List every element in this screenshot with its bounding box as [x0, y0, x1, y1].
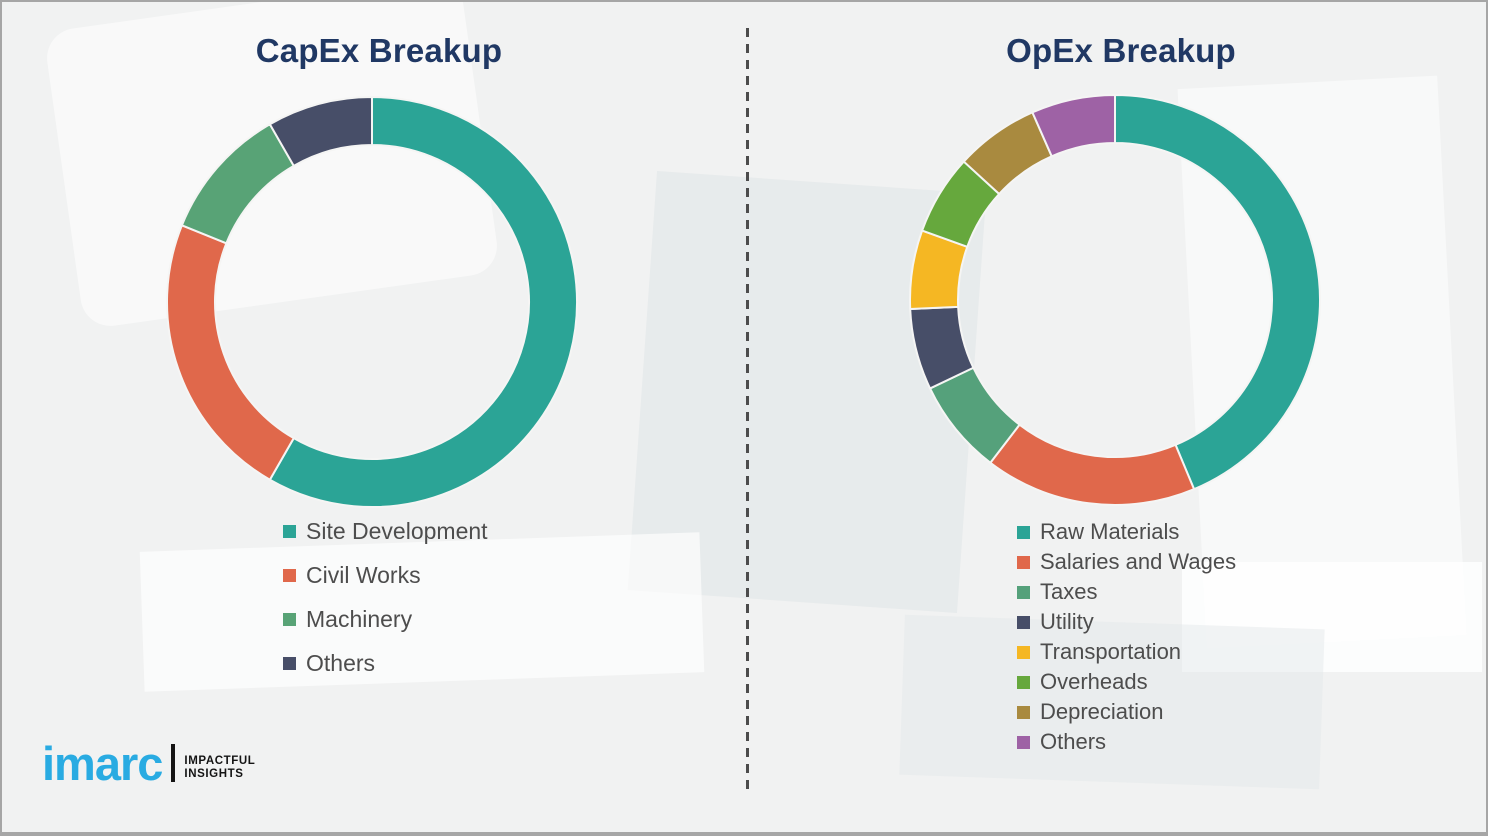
capex-donut-chart	[166, 96, 578, 508]
legend-swatch	[283, 568, 296, 582]
legend-item: Others	[1017, 727, 1236, 757]
legend-item-label: Others	[306, 649, 376, 676]
donut-segment	[180, 123, 295, 245]
legend-swatch	[1017, 645, 1030, 659]
legend-item: Overheads	[1017, 667, 1236, 697]
legend-item-label: Transportation	[1040, 639, 1182, 664]
legend-item-label: Taxes	[1040, 579, 1098, 604]
legend-item-label: Site Development	[306, 517, 488, 544]
donut-segment	[268, 96, 578, 508]
legend-swatch	[1017, 705, 1030, 719]
imarc-logo-separator	[171, 744, 176, 782]
legend-item-label: Civil Works	[306, 561, 421, 588]
legend-swatch	[283, 612, 296, 626]
legend-item: Civil Works	[283, 553, 488, 597]
legend-item-label: Utility	[1040, 609, 1094, 634]
legend-item-label: Overheads	[1040, 669, 1148, 694]
legend-swatch	[1017, 585, 1030, 599]
legend-swatch	[1017, 525, 1030, 539]
legend-item: Utility	[1017, 607, 1236, 637]
donut-segment	[1031, 94, 1116, 158]
legend-swatch	[283, 656, 296, 670]
donut-segment	[1114, 94, 1321, 491]
donut-segment	[166, 224, 295, 481]
legend-swatch	[1017, 615, 1030, 629]
legend-item: Depreciation	[1017, 697, 1236, 727]
capex-chart-title: CapEx Breakup	[255, 32, 503, 69]
opex-donut-chart	[909, 94, 1321, 506]
vertical-dashed-divider	[746, 28, 749, 792]
donut-segment	[268, 96, 373, 167]
legend-item-label: Others	[1040, 729, 1107, 754]
legend-swatch	[1017, 555, 1030, 569]
legend-item: Taxes	[1017, 577, 1236, 607]
imarc-logo: imarc IMPACTFUL INSIGHTS	[42, 737, 255, 791]
legend-swatch	[283, 524, 296, 538]
opex-legend: Raw Materials Salaries and Wages Taxes Util…	[1017, 517, 1236, 757]
legend-item-label: Raw Materials	[1040, 519, 1180, 544]
legend-item-label: Machinery	[306, 605, 413, 632]
legend-swatch	[1017, 675, 1030, 689]
donut-segment	[989, 423, 1196, 506]
imarc-logo-tagline: IMPACTFUL INSIGHTS	[184, 755, 255, 784]
capex-legend: Site Development Civil Works Machinery Othe…	[283, 509, 488, 685]
legend-swatch	[1017, 735, 1030, 749]
imarc-tagline-line2: INSIGHTS	[184, 768, 244, 780]
imarc-tagline-line1: IMPACTFUL	[184, 755, 256, 767]
opex-chart-title: OpEx Breakup	[1006, 32, 1236, 69]
legend-item: Salaries and Wages	[1017, 547, 1236, 577]
legend-item: Machinery	[283, 597, 488, 641]
legend-item-label: Salaries and Wages	[1040, 549, 1237, 574]
legend-item-label: Depreciation	[1040, 699, 1164, 724]
legend-item: Raw Materials	[1017, 517, 1236, 547]
legend-item: Site Development	[283, 509, 488, 553]
imarc-logo-wordmark: imarc	[42, 737, 163, 791]
legend-item: Transportation	[1017, 637, 1236, 667]
legend-item: Others	[283, 641, 488, 685]
